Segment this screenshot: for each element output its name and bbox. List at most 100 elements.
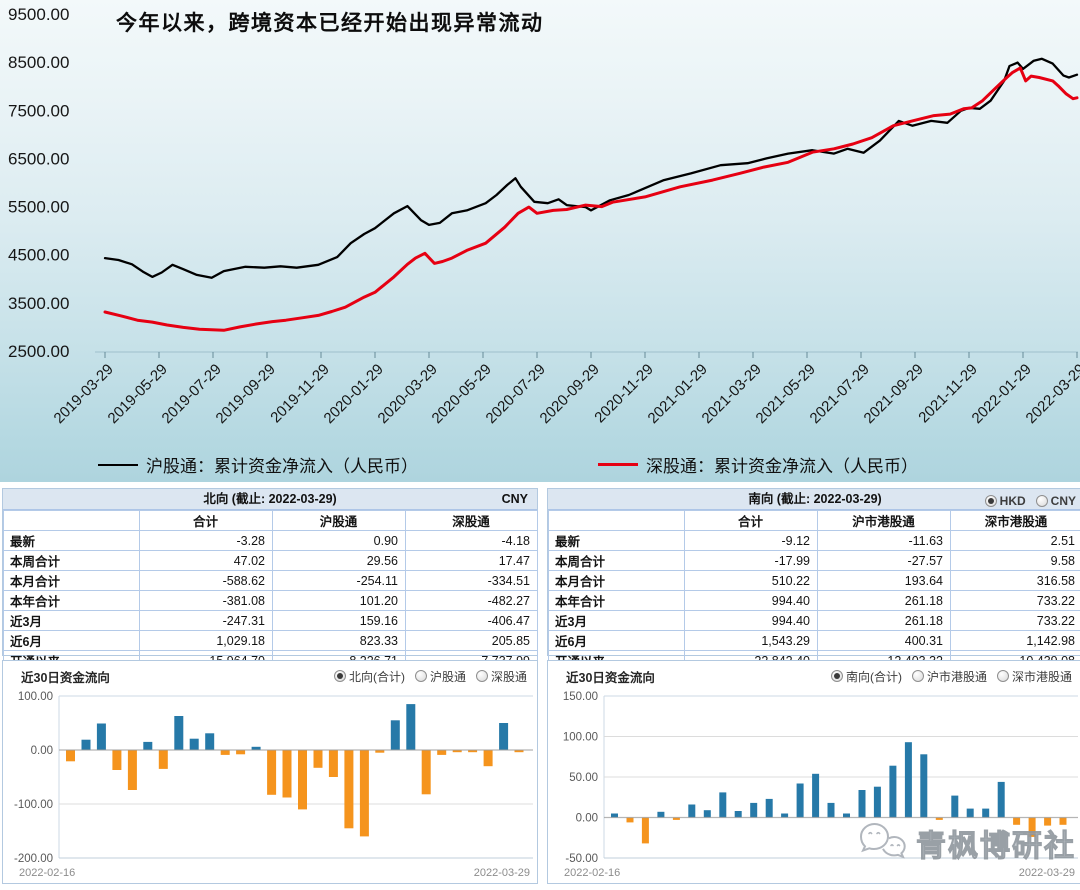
south-flow-radio-[interactable]: 沪市港股通 [911,668,987,685]
tables-row: 北向 (截止: 2022-03-29) CNY 合计 沪股通 深股通 最新 -3.28 0… [2,488,1080,671]
bar-y-tick-label: 50.00 [569,772,598,784]
southbound-table-title-row: 南向 (截止: 2022-03-29) HKD CNY [548,489,1080,510]
north-table-row: 近6月 1,029.18 823.33 205.85 [3,630,538,651]
south-flow-radio-label: 沪市港股通 [926,669,987,684]
flow-charts-row: 近30日资金流向 北向(合计) 沪股通 深股通 100.00 0.00 -100.00 -… [2,660,1080,884]
series-line-0 [103,57,1079,279]
southbound-table: 合计 沪市港股通 深市港股通 最新 -9.12 -11.63 2.51 本周合计 -17.99-… [548,510,1080,671]
south-table-cell: -11.63 [817,530,951,551]
flow-bar [688,804,696,818]
flow-bar [781,813,789,818]
flow-bar [127,750,137,790]
north-table-row-label: 本年合计 [3,590,140,611]
bar-y-tick-label: 0.00 [576,813,598,825]
flow-bar [390,720,400,750]
flow-bar [889,765,897,818]
flow-bar [81,739,91,750]
axis-end-date: 2022-03-29 [1018,867,1075,879]
y-axis-tick-label: 9500.00 [8,5,69,24]
bar-y-tick-label: -200.00 [14,853,53,864]
flow-bar [421,750,431,795]
radio-unselected-icon [414,670,427,682]
south-flow-radio-[interactable]: 南向(合计) [830,668,902,685]
north-flow-radio-[interactable]: 沪股通 [414,668,466,685]
flow-bar [858,790,866,818]
north-table-row-label: 近6月 [3,630,140,651]
north-table-cell: 159.16 [272,610,406,631]
flow-bar [1059,817,1067,825]
south-table-cell: 261.18 [817,610,951,631]
flow-bar [174,716,184,750]
currency-label-cny: CNY [501,492,528,506]
south-table-cell: 400.31 [817,630,951,651]
north-table-column-header: 合计 [139,510,273,531]
flow-bar [189,738,199,750]
flow-bar [406,704,416,750]
main-line-chart-svg: 9500.00 8500.00 7500.00 6500.00 5500.00 4500.… [8,5,1080,427]
main-chart-title: 今年以来，跨境资本已经开始出现异常流动 [116,10,544,35]
north-table-row: 近3月 -247.31 159.16 -406.47 [3,610,538,631]
flow-bar [827,802,835,818]
currency-radio-hkd[interactable]: HKD [984,491,1026,511]
bar-y-tick-label: 0.00 [31,745,53,757]
axis-end-date: 2022-03-29 [473,867,530,879]
north-table-cell: -334.51 [405,570,538,591]
flow-bar [904,742,912,818]
flow-bar [703,810,711,818]
south-table-row: 本年合计 994.40 261.18 733.22 [548,590,1080,611]
north-flow-radio-[interactable]: 北向(合计) [333,668,405,685]
y-axis-tick-label: 6500.00 [8,149,69,168]
north-table-cell: 0.90 [272,530,406,551]
flow-bar [626,817,634,823]
currency-radio-label: HKD [999,494,1026,508]
flow-bar [1013,817,1021,825]
southbound-flow-date-axis: 2022-02-16 2022-03-29 [564,867,1075,879]
flow-bar [313,750,323,768]
south-table-cell: 733.22 [950,610,1080,631]
bar-y-tick-label: -100.00 [14,799,53,811]
north-flow-radio-[interactable]: 深股通 [475,668,527,685]
south-table-column-header [548,510,685,531]
y-axis-tick-label: 4500.00 [8,246,69,265]
radio-unselected-icon [996,670,1009,682]
north-table-row-label: 本周合计 [3,550,140,571]
north-table-row: 最新 -3.28 0.90 -4.18 [3,530,538,551]
currency-radio-label: CNY [1050,494,1076,508]
currency-radio-cny[interactable]: CNY [1035,491,1076,511]
shengutong-line-swatch [598,463,638,466]
north-table-cell: 101.20 [272,590,406,611]
legend-label: 深股通：累计资金净流入（人民币） [646,457,918,477]
main-chart-legend: 沪股通：累计资金净流入（人民币） 深股通：累计资金净流入（人民币） [0,449,1080,479]
flow-bar [873,786,881,818]
north-table-row-label: 近3月 [3,610,140,631]
southbound-flow-head: 近30日资金流向 南向(合计) 沪市港股通 深市港股通 [548,661,1080,688]
flow-bar [997,781,1005,818]
south-flow-radio-label: 深市港股通 [1011,669,1072,684]
south-flow-radio-[interactable]: 深市港股通 [996,668,1072,685]
flow-bar [112,750,122,770]
radio-unselected-icon [1035,495,1048,507]
main-line-chart-panel: 9500.00 8500.00 7500.00 6500.00 5500.00 4500.… [0,0,1080,482]
south-table-column-header: 沪市港股通 [817,510,951,531]
northbound-table-title-row: 北向 (截止: 2022-03-29) CNY [3,489,537,510]
south-table-cell: 1,543.29 [684,630,818,651]
south-table-cell: -27.57 [817,550,951,571]
southbound-flow-bar-svg: 150.00 100.00 50.00 0.00 -50.00 [563,691,1078,864]
north-table-cell: -3.28 [139,530,273,551]
y-axis-tick-label: 2500.00 [8,342,69,361]
flow-bar [66,750,75,762]
south-table-row: 近6月 1,543.29 400.31 1,142.98 [548,630,1080,651]
northbound-flow-radio-group: 北向(合计) 沪股通 深股通 [333,668,527,685]
flow-bar [499,723,509,750]
south-table-row-label: 近3月 [548,610,685,631]
flow-bar [483,750,493,767]
flow-bar [982,808,990,818]
southbound-table-panel: 南向 (截止: 2022-03-29) HKD CNY 合计 沪市港股通 深市港股通最… [547,488,1080,671]
northbound-table: 合计 沪股通 深股通 最新 -3.28 0.90 -4.18 本周合计 47.02 29.56 17… [3,510,538,671]
axis-start-date: 2022-02-16 [19,867,76,879]
northbound-table-panel: 北向 (截止: 2022-03-29) CNY 合计 沪股通 深股通 最新 -3.28 0… [2,488,538,671]
radio-selected-icon [984,495,997,507]
radio-unselected-icon [911,670,924,682]
flow-bar [920,754,928,818]
